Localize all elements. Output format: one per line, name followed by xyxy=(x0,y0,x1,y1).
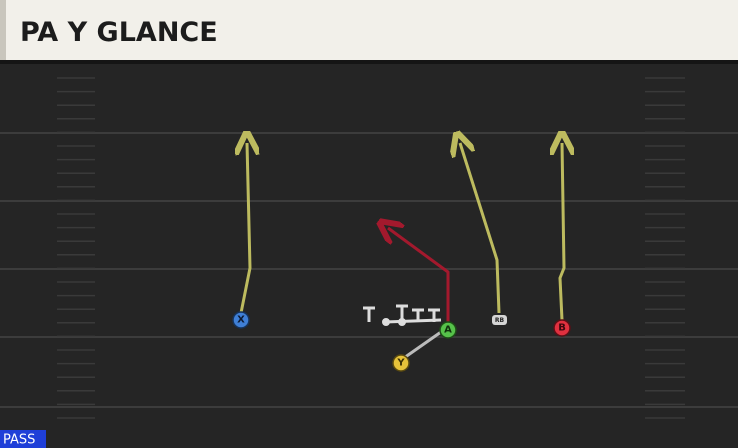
lineman-dot xyxy=(398,318,406,326)
lineman-dot xyxy=(382,318,390,326)
player-label: A xyxy=(444,325,452,336)
header-accent xyxy=(0,0,6,60)
block-line xyxy=(384,318,442,324)
player-marker xyxy=(492,315,507,325)
lineman xyxy=(363,306,375,322)
play-title: PA Y GLANCE xyxy=(20,17,218,48)
lineman xyxy=(396,304,408,320)
motion-y xyxy=(400,330,442,362)
hash-marks xyxy=(57,77,685,419)
linemen xyxy=(363,304,440,326)
player-marker xyxy=(553,319,571,337)
lineman xyxy=(428,308,440,322)
players: X A Y B RB xyxy=(232,311,571,372)
player-label: X xyxy=(237,315,245,326)
header-shadow xyxy=(0,60,738,64)
play-type-label: PASS xyxy=(3,433,35,448)
routes xyxy=(241,143,564,362)
play-type-badge xyxy=(0,430,46,448)
header-bar xyxy=(0,0,738,60)
player-label: B xyxy=(558,323,566,334)
yard-lines xyxy=(0,132,738,408)
route-b xyxy=(560,143,564,321)
player-label: Y xyxy=(396,358,405,369)
player-marker xyxy=(439,321,457,339)
lineman xyxy=(412,308,424,322)
route-rb xyxy=(460,143,501,314)
route-x xyxy=(241,143,250,314)
player-label: RB xyxy=(495,317,505,324)
player-marker xyxy=(392,354,410,372)
player-marker xyxy=(232,311,250,329)
route-a xyxy=(388,228,450,322)
